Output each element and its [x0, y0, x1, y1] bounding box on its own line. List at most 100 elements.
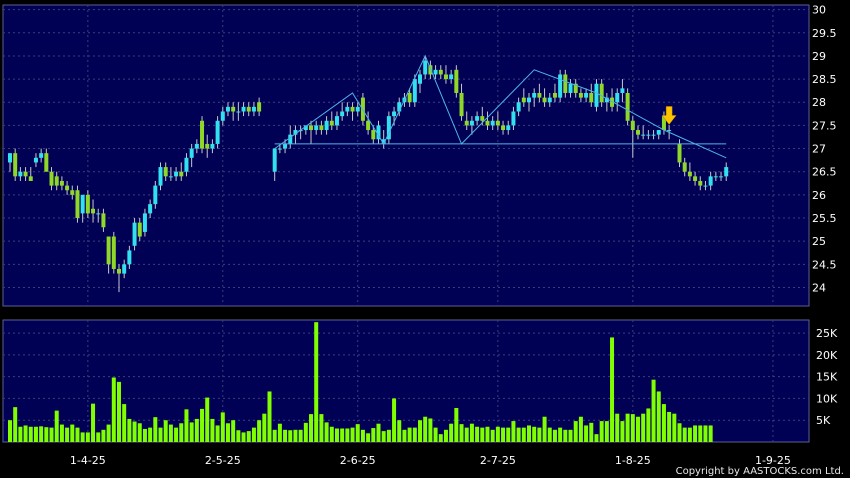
candle — [122, 259, 127, 279]
volume-bar — [101, 429, 106, 442]
volume-bar — [703, 425, 708, 442]
candle — [39, 148, 44, 163]
candle-body — [589, 92, 594, 103]
candle-body — [438, 69, 443, 75]
candle — [194, 139, 199, 154]
volume-bar — [475, 426, 480, 442]
volume-bar — [360, 429, 365, 442]
candle-body — [454, 69, 459, 93]
candle — [220, 106, 225, 126]
volume-bar — [334, 428, 339, 442]
volume-bar — [324, 422, 329, 442]
volume-bar — [402, 429, 407, 442]
candle — [127, 245, 132, 269]
candle-body — [314, 125, 319, 131]
candle-body — [641, 134, 646, 136]
volume-bar — [366, 433, 371, 442]
volume-bar — [257, 420, 262, 442]
volume-bar — [480, 427, 485, 442]
candle — [189, 143, 194, 168]
volume-bar — [106, 424, 111, 442]
candle — [376, 120, 381, 144]
volume-bar — [18, 426, 23, 442]
volume-bar — [194, 418, 199, 442]
candle-body — [70, 190, 75, 195]
candle — [205, 134, 210, 158]
candle — [589, 83, 594, 107]
candle-body — [241, 106, 246, 112]
candle — [584, 88, 589, 103]
candle-body — [604, 97, 609, 103]
volume-bar — [469, 423, 474, 442]
volume-bar — [464, 427, 469, 442]
candle-body — [635, 130, 640, 135]
candle — [511, 106, 516, 131]
volume-bar — [23, 425, 28, 442]
volume-bar — [412, 427, 417, 442]
date-tick-label: 1-8-25 — [615, 454, 651, 467]
candle-body — [656, 130, 661, 135]
candle — [527, 92, 531, 112]
volume-bar — [381, 431, 386, 442]
candle — [210, 139, 215, 154]
volume-bar — [630, 414, 635, 442]
candle — [257, 97, 262, 117]
price-tick-label: 25.5 — [812, 212, 837, 225]
candle-body — [625, 92, 630, 121]
candle — [168, 167, 173, 181]
candle — [454, 65, 459, 98]
candle — [610, 88, 615, 112]
candle — [719, 171, 724, 181]
candle — [324, 116, 329, 135]
candle — [397, 97, 402, 117]
volume-bar — [661, 404, 666, 442]
price-tick-label: 29 — [812, 50, 826, 63]
candle-body — [719, 176, 724, 178]
candle-body — [381, 139, 386, 144]
candle-body — [376, 125, 381, 140]
candle — [412, 74, 417, 107]
price-tick-label: 26 — [812, 189, 826, 202]
volume-bar — [28, 426, 33, 442]
candle-body — [49, 171, 54, 186]
candle — [319, 120, 324, 135]
candle-body — [101, 213, 106, 228]
candle — [615, 88, 620, 112]
candle-body — [428, 65, 433, 75]
volume-bar — [44, 427, 49, 442]
volume-bar — [532, 426, 537, 442]
candle-body — [698, 180, 703, 186]
volume-bar — [485, 426, 490, 442]
date-tick-label: 1-9-25 — [755, 454, 791, 467]
candle — [101, 208, 106, 232]
volume-bar — [423, 416, 428, 442]
candle-body — [443, 74, 448, 80]
volume-bar — [568, 429, 573, 442]
candle-body — [75, 190, 80, 219]
volume-bar — [594, 434, 599, 442]
volume-bar — [163, 420, 168, 442]
candle — [246, 102, 251, 117]
candle — [656, 130, 661, 140]
trendlines — [274, 54, 727, 159]
candle — [309, 120, 314, 144]
candle — [54, 171, 59, 191]
candle — [355, 102, 360, 117]
volume-bar — [33, 426, 38, 442]
volume-bar — [168, 424, 173, 442]
candle — [272, 148, 277, 181]
volume-bar — [262, 413, 267, 442]
candle-body — [449, 74, 454, 80]
candle-body — [475, 116, 480, 121]
candle-body — [8, 153, 12, 163]
candle-body — [516, 102, 521, 112]
candle-body — [334, 116, 339, 126]
volume-bar — [578, 416, 583, 442]
candle — [215, 116, 220, 149]
candle-body — [39, 153, 44, 158]
volume-bar — [132, 421, 137, 442]
candle — [724, 162, 729, 181]
volume-bar — [309, 414, 314, 442]
candle-body — [366, 120, 371, 131]
